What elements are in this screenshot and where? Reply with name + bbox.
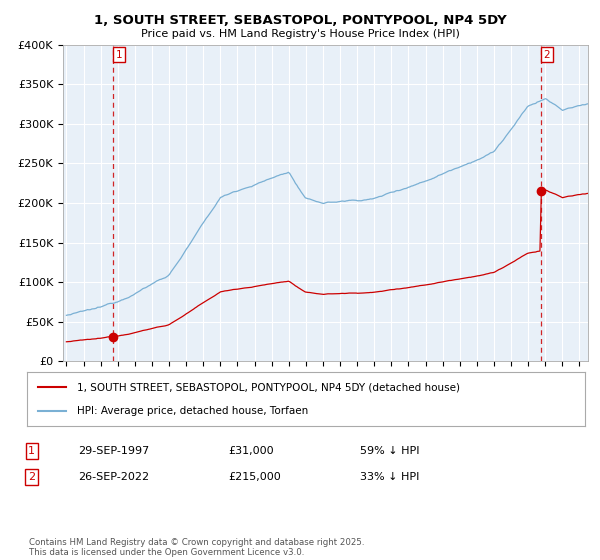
Text: 26-SEP-2022: 26-SEP-2022: [78, 472, 149, 482]
Text: 1, SOUTH STREET, SEBASTOPOL, PONTYPOOL, NP4 5DY: 1, SOUTH STREET, SEBASTOPOL, PONTYPOOL, …: [94, 14, 506, 27]
Text: £31,000: £31,000: [228, 446, 274, 456]
Text: 1, SOUTH STREET, SEBASTOPOL, PONTYPOOL, NP4 5DY (detached house): 1, SOUTH STREET, SEBASTOPOL, PONTYPOOL, …: [77, 382, 460, 393]
Text: Contains HM Land Registry data © Crown copyright and database right 2025.
This d: Contains HM Land Registry data © Crown c…: [29, 538, 364, 557]
Text: 29-SEP-1997: 29-SEP-1997: [78, 446, 149, 456]
Text: 2: 2: [544, 49, 550, 59]
Text: 1: 1: [28, 446, 35, 456]
Text: Price paid vs. HM Land Registry's House Price Index (HPI): Price paid vs. HM Land Registry's House …: [140, 29, 460, 39]
Text: 1: 1: [116, 49, 122, 59]
Text: 33% ↓ HPI: 33% ↓ HPI: [360, 472, 419, 482]
Text: 2: 2: [28, 472, 35, 482]
Text: 59% ↓ HPI: 59% ↓ HPI: [360, 446, 419, 456]
Text: £215,000: £215,000: [228, 472, 281, 482]
Text: HPI: Average price, detached house, Torfaen: HPI: Average price, detached house, Torf…: [77, 405, 308, 416]
